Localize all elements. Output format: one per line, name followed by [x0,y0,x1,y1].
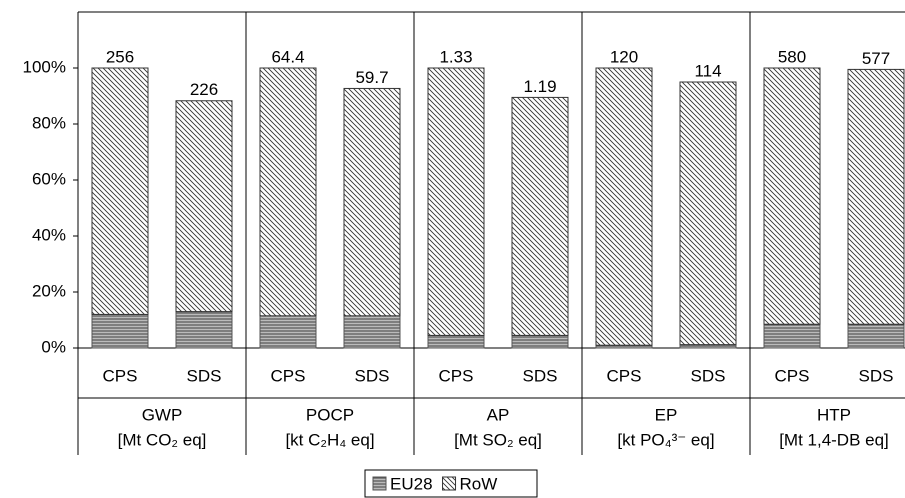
group-label: POCP [306,405,354,424]
total-label: 577 [862,49,890,68]
total-label: 64.4 [271,47,304,66]
y-tick-label: 40% [32,225,66,244]
total-label: 1.33 [439,47,472,66]
x-tick-label: CPS [775,366,810,385]
group-unit: [Mt SO₂ eq] [454,430,542,449]
total-label: 580 [778,47,806,66]
x-tick-label: CPS [103,366,138,385]
bar-segment [511,96,569,336]
group-unit: [kt PO₄³⁻ eq] [617,430,714,449]
bar-segment [175,100,233,313]
x-tick-label: SDS [523,366,558,385]
legend: EU28 RoW [364,469,538,498]
group-unit: [Mt CO₂ eq] [118,430,207,449]
legend-label: RoW [460,474,498,493]
bar-segment [343,315,401,349]
bar-segment [259,67,317,317]
legend-swatch [372,476,387,491]
group-unit: [Mt 1,4-DB eq] [779,430,889,449]
total-label: 226 [190,80,218,99]
bar-segment [259,315,317,349]
legend-label: EU28 [390,474,433,493]
x-tick-label: SDS [691,366,726,385]
bar-segment [847,323,905,349]
y-tick-label: 0% [41,337,66,356]
group-label: AP [487,405,510,424]
x-tick-label: CPS [439,366,474,385]
total-label: 256 [106,47,134,66]
total-label: 59.7 [355,68,388,87]
bar-segment [91,67,149,315]
y-tick-label: 60% [32,169,66,188]
x-tick-label: SDS [355,366,390,385]
y-tick-label: 20% [32,281,66,300]
legend-swatch [442,476,457,491]
bar-segment [427,334,485,349]
bar-segment [847,68,905,325]
total-label: 1.19 [523,77,556,96]
x-tick-label: SDS [187,366,222,385]
x-tick-label: CPS [271,366,306,385]
bar-segment [763,67,821,325]
bar-segment [511,334,569,349]
total-label: 114 [694,61,721,80]
bar-segment [91,313,149,349]
bar-segment [679,344,737,349]
group-label: GWP [142,405,183,424]
group-unit: [kt C₂H₄ eq] [285,430,374,449]
bar-segment [427,67,485,336]
bar-segment [595,67,653,346]
x-tick-label: SDS [859,366,894,385]
group-label: EP [655,405,678,424]
bar-segment [679,81,737,346]
bar-segment [763,323,821,349]
x-tick-label: CPS [607,366,642,385]
y-tick-label: 80% [32,113,66,132]
group-label: HTP [817,405,851,424]
total-label: 120 [610,47,638,66]
bar-segment [343,87,401,317]
y-tick-label: 100% [23,57,66,76]
bar-segment [175,311,233,349]
